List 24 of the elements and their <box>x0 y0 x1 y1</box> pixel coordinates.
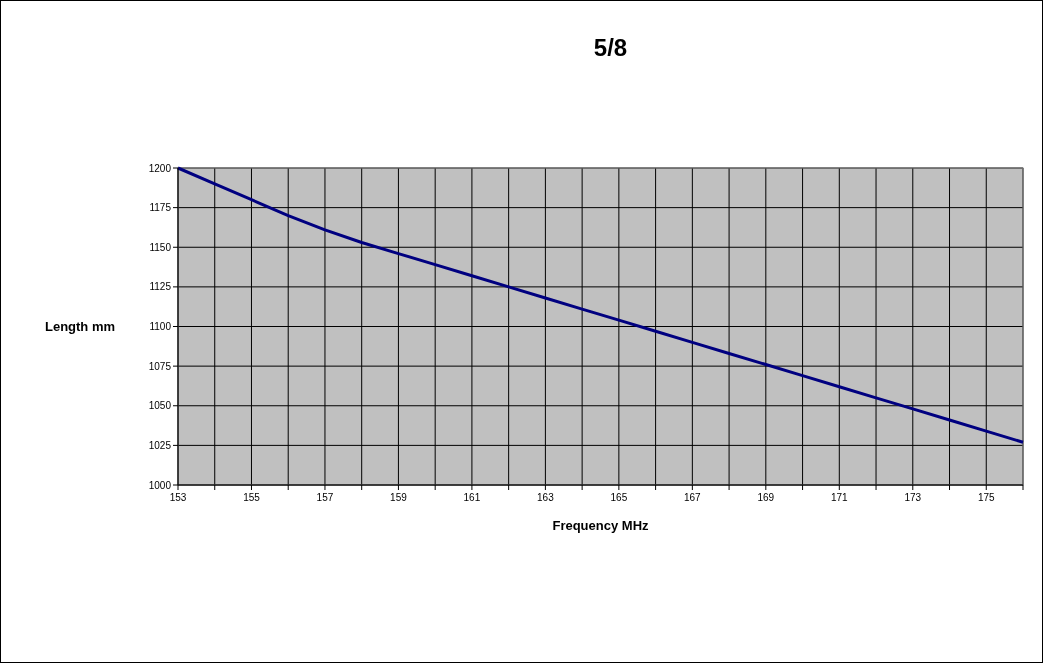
x-tick-label: 175 <box>977 492 996 503</box>
y-tick-label: 1050 <box>148 400 172 412</box>
x-tick-label: 169 <box>757 492 775 503</box>
y-tick-label: 1000 <box>148 479 172 491</box>
x-tick-label: 157 <box>316 492 334 503</box>
x-tick-label: 173 <box>904 492 922 503</box>
y-tick-label: 1100 <box>149 321 172 332</box>
y-tick-label: 1150 <box>149 241 172 253</box>
y-tick-label: 1200 <box>148 162 172 174</box>
x-tick-label: 171 <box>830 492 849 503</box>
y-tick-label: 1025 <box>148 439 172 451</box>
x-axis-title: Frequency MHz <box>552 518 650 533</box>
x-tick-label: 165 <box>610 492 628 503</box>
x-tick-label: 161 <box>463 492 481 503</box>
y-axis-title: Length mm <box>44 319 116 334</box>
y-tick-label: 1125 <box>149 281 172 293</box>
x-tick-label: 167 <box>684 492 702 503</box>
chart-title: 5/8 <box>593 34 628 61</box>
y-tick-label: 1075 <box>148 360 172 372</box>
y-tick-label: 1175 <box>149 202 172 214</box>
x-tick-label: 155 <box>243 492 261 503</box>
x-tick-label: 163 <box>537 492 555 503</box>
x-tick-label: 159 <box>390 492 408 503</box>
x-tick-label: 153 <box>169 492 187 503</box>
